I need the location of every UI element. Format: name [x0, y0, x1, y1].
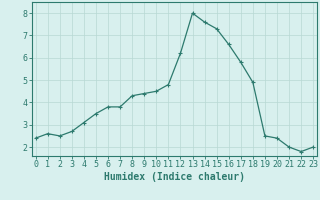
X-axis label: Humidex (Indice chaleur): Humidex (Indice chaleur): [104, 172, 245, 182]
